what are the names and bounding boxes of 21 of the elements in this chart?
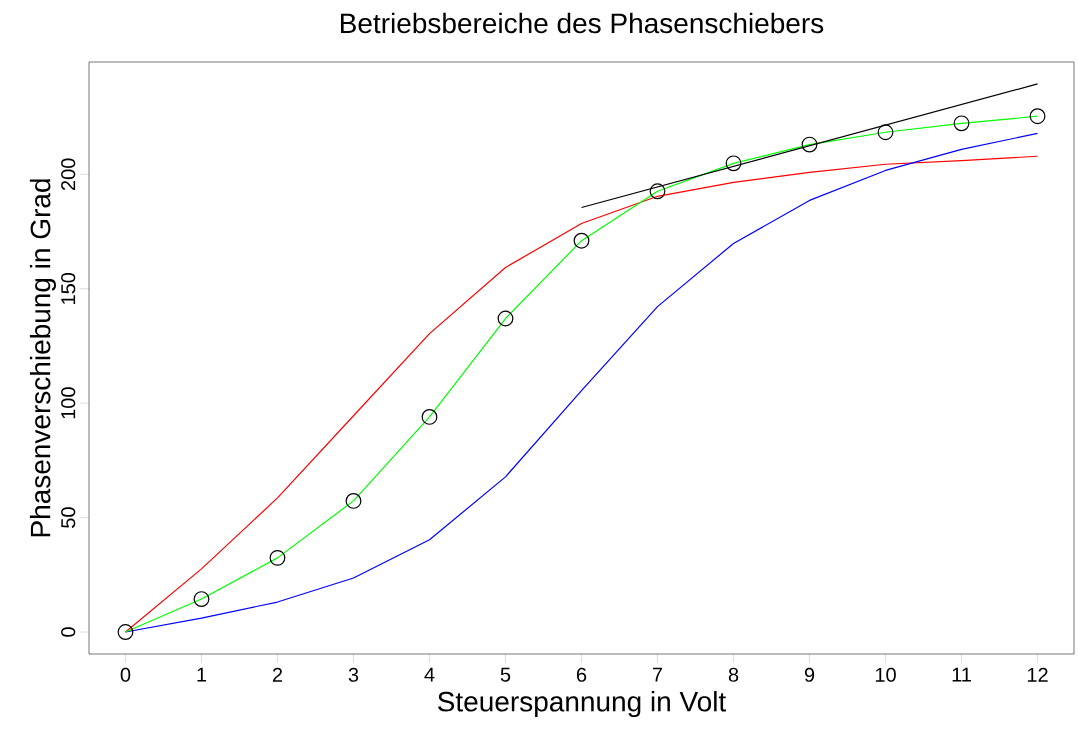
y-tick-label: 150: [61, 272, 76, 304]
x-tick-label: 6: [576, 667, 587, 682]
x-tick-label: 12: [1027, 667, 1048, 682]
x-tick-label: 0: [120, 667, 131, 682]
x-tick-label: 9: [804, 667, 815, 682]
x-axis-title: Steuerspannung in Volt: [438, 691, 727, 718]
chart-title: Betriebsbereiche des Phasenschiebers: [340, 12, 824, 34]
x-tick-label: 11: [952, 667, 971, 682]
x-tick-label: 2: [272, 667, 283, 682]
x-tick-label: 3: [348, 667, 359, 682]
x-tick-label: 4: [424, 667, 435, 682]
y-tick-label: 100: [61, 387, 76, 419]
y-axis-title: Phasenverschiebung in Grad: [29, 179, 56, 537]
x-tick-label: 10: [875, 667, 896, 682]
x-tick-label: 5: [500, 667, 511, 682]
x-tick-label: 7: [652, 667, 663, 682]
y-tick-label: 50: [61, 507, 76, 528]
y-tick-label: 0: [61, 627, 76, 637]
x-tick-label: 1: [197, 667, 207, 682]
x-tick-label: 8: [728, 667, 739, 682]
y-tick-label: 200: [61, 158, 76, 191]
